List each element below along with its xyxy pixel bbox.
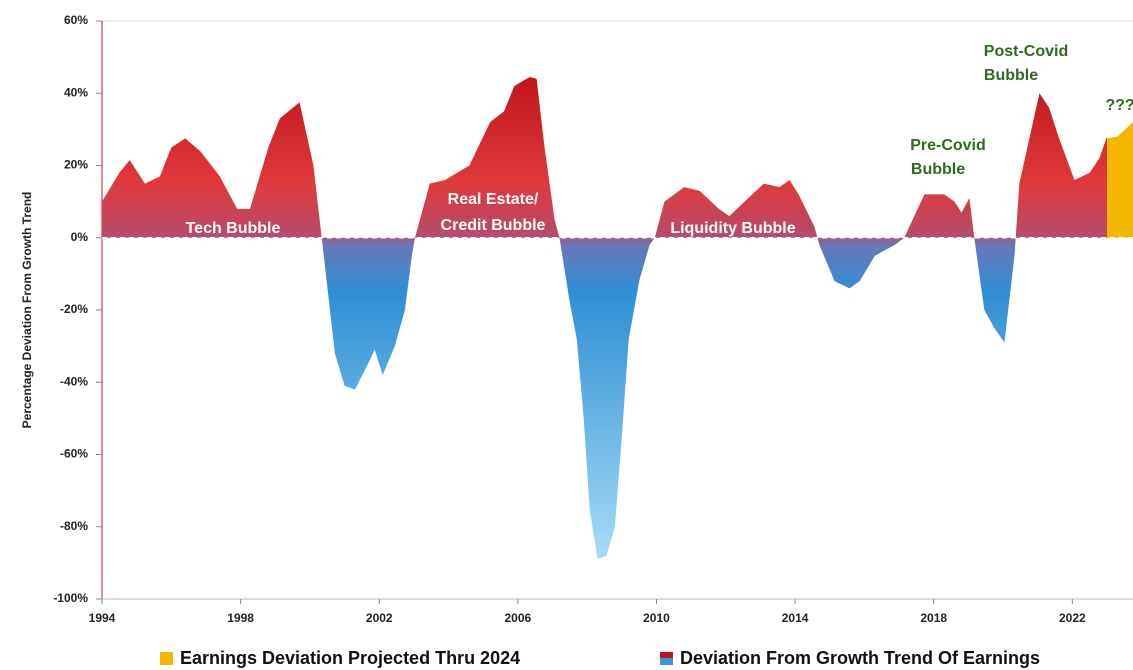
x-tick-label: 2006 [505, 611, 532, 625]
x-tick-label: 2018 [920, 611, 947, 625]
x-tick-label: 1994 [89, 611, 116, 625]
annotation: Liquidity Bubble [670, 220, 795, 237]
y-tick-label: -100% [53, 591, 88, 605]
annotation: ??? [1105, 97, 1133, 114]
y-tick-label: 20% [64, 158, 88, 172]
legend-swatch [160, 652, 173, 665]
y-tick-label: -20% [60, 302, 88, 316]
area [1107, 122, 1133, 238]
y-tick-label: -40% [60, 374, 88, 388]
y-axis-label: Percentage Deviation From Growth Trend [20, 192, 34, 429]
x-tick-label: 2010 [643, 611, 670, 625]
y-tick-label: 40% [64, 85, 88, 99]
annotation: Post-Covid [984, 43, 1068, 60]
annotation: Tech Bubble [186, 220, 281, 237]
y-tick-label: -60% [60, 447, 88, 461]
annotation: Bubble [911, 161, 965, 178]
y-tick-label: 60% [64, 13, 88, 27]
annotation: Real Estate/ [448, 191, 539, 208]
legend-swatch-bottom [660, 658, 673, 665]
annotation: Credit Bubble [441, 217, 546, 234]
legend-label: Earnings Deviation Projected Thru 2024 [180, 648, 520, 668]
y-tick-label: -80% [60, 519, 88, 533]
area [102, 76, 1108, 560]
y-tick-label: 0% [71, 230, 89, 244]
x-tick-label: 2002 [366, 611, 393, 625]
annotation: Pre-Covid [910, 137, 986, 154]
annotation: Bubble [984, 67, 1038, 84]
legend-swatch-top [660, 652, 673, 658]
legend-label: Deviation From Growth Trend Of Earnings [680, 648, 1040, 668]
x-tick-label: 1998 [227, 611, 254, 625]
x-tick-label: 2022 [1059, 611, 1086, 625]
x-tick-label: 2014 [782, 611, 809, 625]
